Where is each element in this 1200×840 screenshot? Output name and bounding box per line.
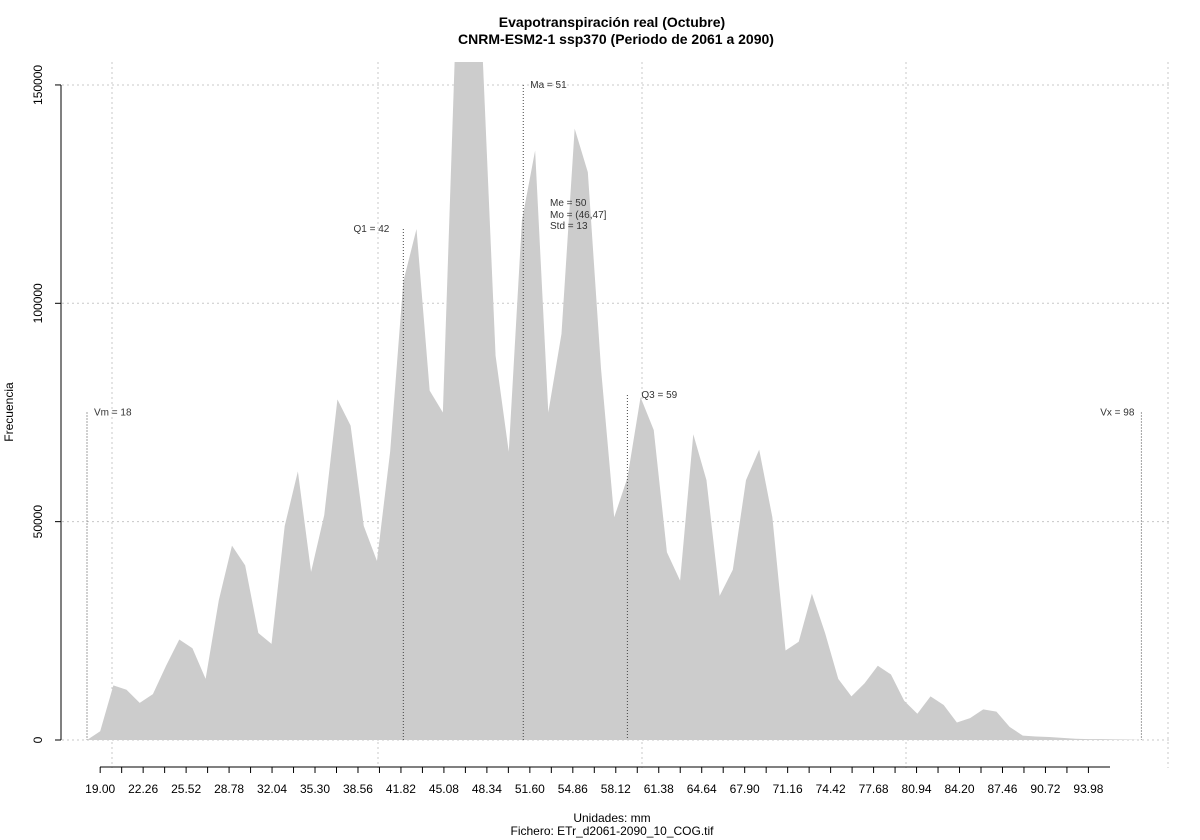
stat-mode: Mo = (46,47] bbox=[550, 210, 607, 221]
density-area bbox=[87, 62, 1142, 740]
y-axis-title: Frecuencia bbox=[2, 382, 16, 442]
x-tick-label: 90.72 bbox=[1030, 782, 1060, 796]
x-tick-label: 77.68 bbox=[859, 782, 889, 796]
stat-median: Me = 50 bbox=[550, 198, 587, 209]
x-axis: 19.00 22.26 25.52 28.78 32.04 35.30 38.56 41.82… bbox=[85, 766, 1110, 796]
area-layer bbox=[87, 62, 1142, 740]
y-tick-label: 0 bbox=[31, 736, 45, 743]
x-tick-label: 58.12 bbox=[601, 782, 631, 796]
x-tick-label: 87.46 bbox=[987, 782, 1017, 796]
x-tick-label: 22.26 bbox=[128, 782, 158, 796]
x-tick-label: 25.52 bbox=[171, 782, 201, 796]
x-tick-label: 74.42 bbox=[816, 782, 846, 796]
x-axis-title: Unidades: mm bbox=[573, 811, 650, 825]
x-tick-label: 38.56 bbox=[343, 782, 373, 796]
y-tick-label: 100000 bbox=[31, 283, 45, 323]
x-tick-label: 67.90 bbox=[730, 782, 760, 796]
marker-label: Vm = 18 bbox=[94, 407, 132, 418]
x-tick-label: 45.08 bbox=[429, 782, 459, 796]
file-caption: Fichero: ETr_d2061-2090_10_COG.tif bbox=[511, 824, 715, 838]
stats-box: Me = 50 Mo = (46,47] Std = 13 bbox=[550, 198, 607, 232]
x-tick-label: 48.34 bbox=[472, 782, 502, 796]
chart-title: Evapotranspiración real (Octubre) bbox=[499, 14, 725, 30]
y-tick-label: 150000 bbox=[31, 65, 45, 105]
x-tick-label: 61.38 bbox=[644, 782, 674, 796]
y-tick-label: 50000 bbox=[31, 505, 45, 539]
x-tick-label: 80.94 bbox=[902, 782, 932, 796]
x-tick-label: 93.98 bbox=[1073, 782, 1103, 796]
x-tick-label: 71.16 bbox=[773, 782, 803, 796]
x-tick-label: 28.78 bbox=[214, 782, 244, 796]
x-tick-label: 84.20 bbox=[945, 782, 975, 796]
x-tick-label: 32.04 bbox=[257, 782, 287, 796]
x-tick-label: 54.86 bbox=[558, 782, 588, 796]
chart-subtitle: CNRM-ESM2-1 ssp370 (Periodo de 2061 a 20… bbox=[458, 31, 774, 47]
marker-label: Ma = 51 bbox=[530, 80, 567, 91]
marker-label: Vx = 98 bbox=[1100, 407, 1135, 418]
x-tick-label: 35.30 bbox=[300, 782, 330, 796]
stat-std: Std = 13 bbox=[550, 221, 588, 232]
x-tick-label: 64.64 bbox=[687, 782, 717, 796]
marker-label: Q3 = 59 bbox=[641, 390, 677, 401]
x-tick-label: 41.82 bbox=[386, 782, 416, 796]
marker-label: Q1 = 42 bbox=[353, 224, 389, 235]
annotations-layer: Vm = 18 Q1 = 42 Ma = 51 Q3 = 59 Vx = 98 bbox=[86, 80, 1142, 740]
y-axis: 0 50000 100000 150000 bbox=[31, 65, 62, 743]
x-tick-label: 51.60 bbox=[515, 782, 545, 796]
x-tick-label: 19.00 bbox=[85, 782, 115, 796]
